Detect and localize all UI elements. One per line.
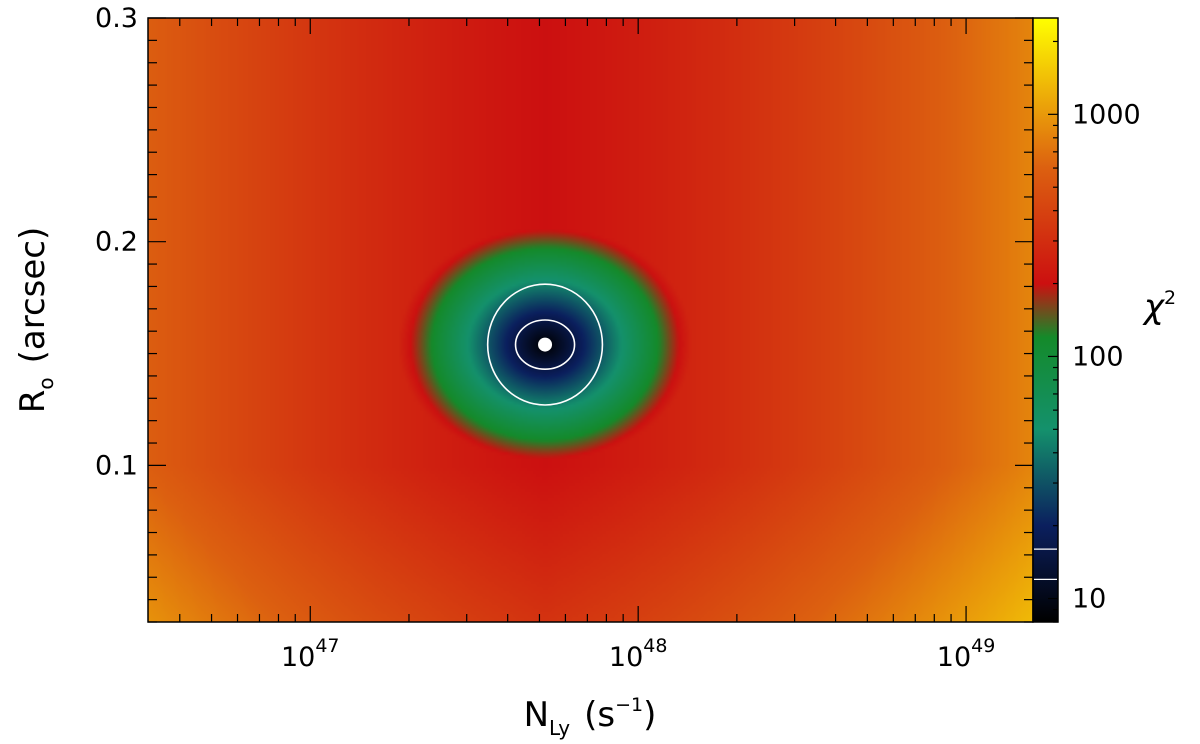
colorbar [1032, 17, 1059, 623]
contour-line [486, 283, 604, 406]
heatmap-area [148, 18, 1033, 622]
x-axis-title: NLy (s−1) [524, 694, 657, 740]
y-tick-labels: 0.1 0.2 0.3 [95, 3, 138, 481]
colorbar-tick-label: 100 [1072, 341, 1124, 372]
x-tick-label: 1047 [281, 635, 340, 673]
confidence-contours [486, 283, 604, 406]
contour-line [514, 319, 576, 371]
y-axis-title: Ro(arcsec) [13, 227, 58, 414]
colorbar-tick-label: 1000 [1072, 99, 1141, 130]
chi-square-heatmap [148, 18, 1033, 622]
x-tick-labels: 1047 1048 1049 [281, 635, 995, 673]
x-tick-label: 1049 [937, 635, 996, 673]
colorbar-tick-labels: 10 100 1000 [1072, 99, 1141, 614]
y-tick-label: 0.2 [95, 227, 138, 258]
colorbar-title: χ2 [1142, 287, 1176, 327]
y-tick-label: 0.3 [95, 3, 138, 34]
colorbar-tick-label: 10 [1072, 584, 1106, 615]
x-tick-label: 1048 [609, 635, 668, 673]
colorbar-ticks [1034, 40, 1058, 623]
plot-ticks [148, 17, 1033, 623]
best-fit-point [538, 337, 553, 352]
y-tick-label: 0.1 [95, 450, 138, 481]
